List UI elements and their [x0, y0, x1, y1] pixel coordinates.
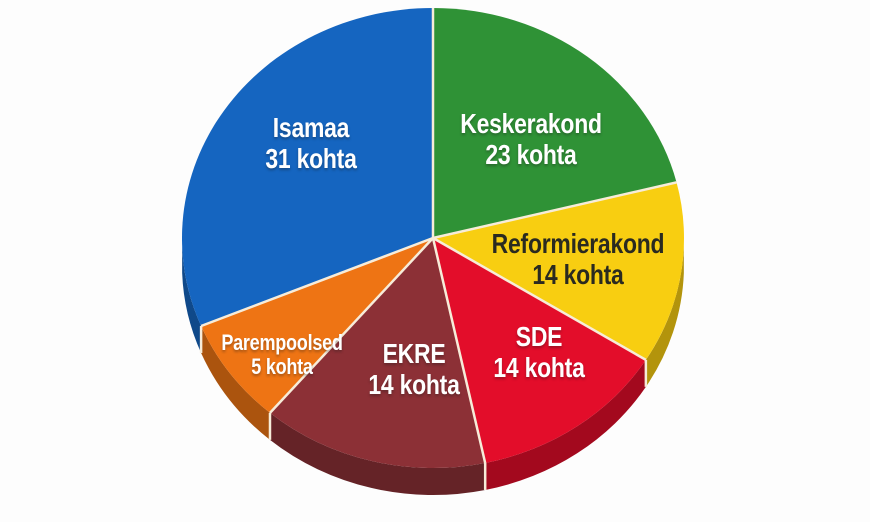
- pie-rim-sde: [485, 359, 646, 490]
- pie-rim-isamaa: [182, 246, 202, 354]
- slice-separator: [269, 237, 434, 414]
- pie-slice-isamaa: [182, 8, 433, 327]
- pie-rim-parempoolsed: [201, 326, 270, 440]
- pie-slice-parempoolsed: [201, 238, 433, 413]
- pie-slice-ekre: [269, 238, 486, 468]
- pie-rim-ekre: [269, 412, 486, 495]
- pie-slice-sde: [433, 238, 646, 463]
- slice-separator: [432, 181, 677, 240]
- pie-slice-keskerakond: [433, 8, 677, 238]
- pie-rim-reformierakond: [645, 246, 684, 387]
- slice-separator: [432, 236, 647, 361]
- slice-separator: [431, 237, 487, 464]
- slice-separator: [200, 236, 434, 328]
- pie-slice-reformierakond: [433, 182, 684, 360]
